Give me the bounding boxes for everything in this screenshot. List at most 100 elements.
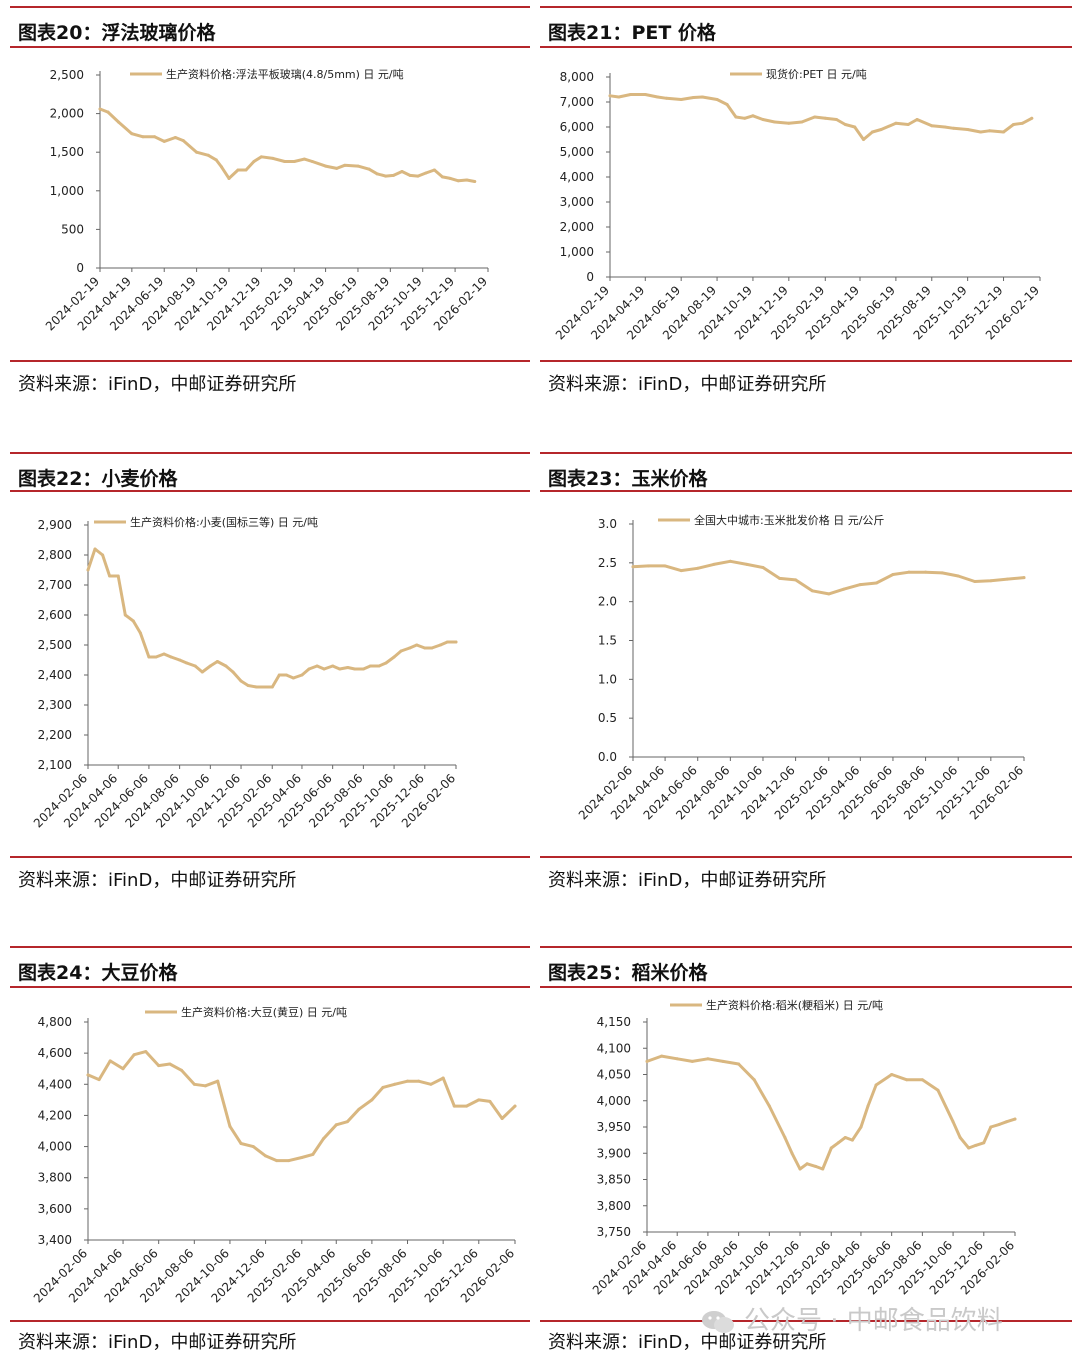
data-point — [275, 1159, 279, 1163]
legend-label: 生产资料价格:浮法平板玻璃(4.8/5mm) 日 元/吨 — [166, 67, 404, 81]
data-point — [331, 664, 335, 668]
data-point — [874, 1083, 878, 1087]
data-point — [239, 679, 243, 683]
data-point — [465, 178, 469, 182]
data-point — [392, 173, 396, 177]
data-point — [117, 120, 121, 124]
data-point — [259, 155, 263, 159]
data-point — [173, 136, 177, 140]
data-point — [178, 658, 182, 662]
data-point — [169, 655, 173, 659]
data-point — [958, 1136, 962, 1139]
data-point — [157, 1064, 161, 1068]
data-point — [291, 676, 295, 680]
data-point — [936, 1088, 940, 1092]
data-point — [335, 166, 339, 170]
data-point — [346, 666, 350, 669]
title-rule-24 — [10, 986, 530, 988]
y-tick-label: 2,500 — [50, 68, 84, 82]
data-point — [631, 565, 635, 569]
data-point — [231, 670, 235, 674]
panel-title-21: 图表21：PET 价格 — [548, 22, 716, 44]
y-tick-label: 8,000 — [560, 70, 594, 84]
bottom-rule-25 — [540, 1320, 1072, 1322]
y-tick-label: 2,100 — [38, 758, 72, 772]
title-rule-20 — [10, 46, 530, 48]
data-point — [195, 150, 199, 154]
data-point — [283, 159, 287, 163]
data-point — [440, 175, 444, 179]
data-point — [375, 172, 379, 176]
data-point — [203, 1084, 207, 1088]
data-point — [193, 664, 197, 668]
top-rule-20 — [10, 6, 530, 8]
data-point — [890, 1073, 894, 1076]
data-point — [406, 1079, 410, 1083]
data-point — [706, 1057, 710, 1061]
data-point — [108, 1059, 112, 1063]
top-rule-21 — [540, 6, 1072, 8]
title-rule-23 — [540, 490, 1072, 492]
data-point — [147, 655, 151, 659]
data-point — [894, 121, 898, 125]
data-point — [905, 1078, 909, 1082]
data-point — [488, 1099, 492, 1103]
y-tick-label: 1,500 — [50, 145, 84, 159]
y-tick-label: 4,000 — [560, 170, 594, 184]
data-point — [891, 572, 895, 576]
data-point — [228, 1124, 232, 1128]
data-point — [168, 1062, 172, 1066]
source-23: 资料来源：iFinD，中邮证券研究所 — [548, 870, 827, 891]
data-point — [745, 562, 749, 566]
data-point — [821, 1167, 825, 1171]
data-point — [737, 1062, 741, 1066]
chart-corn: 3.02.52.01.51.00.50.02024-02-062024-04-0… — [576, 513, 1026, 822]
data-point — [192, 1082, 196, 1086]
watermark: 公众号 · 中邮食品饮料 — [700, 1300, 1003, 1337]
data-point — [108, 574, 112, 578]
data-point — [448, 176, 452, 180]
y-tick-label: 1.5 — [598, 634, 617, 648]
data-point — [430, 646, 434, 650]
series-line — [98, 107, 477, 183]
data-point — [1012, 123, 1016, 126]
bottom-rule-24 — [10, 1320, 530, 1322]
y-tick-label: 3,600 — [38, 1202, 72, 1216]
data-point — [408, 173, 412, 177]
data-point — [513, 1104, 517, 1108]
data-point — [987, 129, 991, 133]
bottom-rule-23 — [540, 856, 1072, 858]
data-point — [452, 1104, 456, 1108]
data-point — [307, 667, 311, 671]
data-point — [270, 685, 274, 689]
y-tick-label: 3,400 — [38, 1233, 72, 1247]
data-point — [277, 673, 281, 677]
data-point — [924, 570, 928, 574]
data-point — [773, 120, 777, 124]
source-21: 资料来源：iFinD，中邮证券研究所 — [548, 374, 827, 395]
y-tick-label: 3,000 — [560, 195, 594, 209]
data-point — [679, 569, 683, 573]
data-point — [783, 1136, 787, 1139]
series-line — [86, 1050, 517, 1163]
data-point — [384, 174, 388, 178]
data-point — [879, 128, 883, 131]
data-point — [97, 1078, 101, 1082]
legend-label: 生产资料价格:稻米(粳稻米) 日 元/吨 — [706, 998, 883, 1012]
source-20: 资料来源：iFinD，中邮证券研究所 — [18, 374, 297, 395]
data-point — [368, 664, 372, 668]
data-point — [813, 115, 817, 119]
data-point — [381, 1085, 385, 1089]
y-tick-label: 3,750 — [597, 1225, 631, 1239]
data-point — [384, 661, 388, 665]
data-point — [264, 1154, 268, 1158]
data-point — [345, 1120, 349, 1124]
data-point — [956, 574, 960, 578]
data-point — [834, 118, 838, 121]
legend-label: 全国大中城市:玉米批发价格 日 元/公斤 — [694, 513, 884, 527]
data-point — [862, 138, 866, 141]
source-22: 资料来源：iFinD，中邮证券研究所 — [18, 870, 297, 891]
y-tick-label: 2,300 — [38, 698, 72, 712]
data-point — [93, 547, 97, 551]
bottom-rule-22 — [10, 856, 530, 858]
